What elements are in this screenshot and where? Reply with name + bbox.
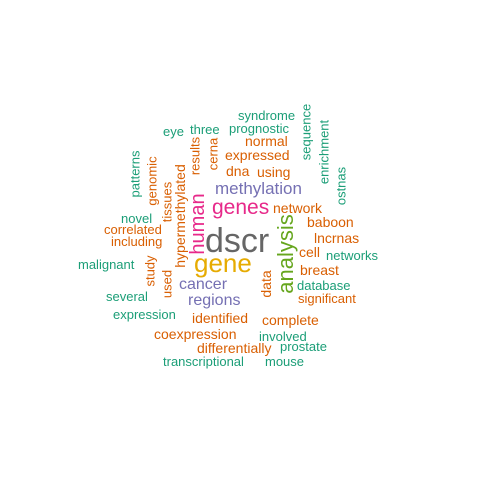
word-using: using — [257, 164, 291, 180]
word-breast: breast — [300, 262, 339, 278]
word-mouse: mouse — [265, 354, 305, 369]
word-prognostic: prognostic — [229, 121, 289, 136]
word-syndrome: syndrome — [238, 108, 296, 123]
word-involved: involved — [259, 329, 307, 344]
word-differentially: differentially — [197, 340, 272, 356]
word-patterns: patterns — [127, 150, 143, 198]
word-several: several — [106, 289, 148, 304]
word-complete: complete — [262, 312, 319, 328]
word-ostnas: ostnas — [333, 166, 349, 206]
word-regions: regions — [188, 292, 241, 309]
word-genes: genes — [212, 196, 270, 219]
word-eye: eye — [163, 124, 184, 139]
word-prostate: prostate — [280, 339, 327, 354]
word-gene: gene — [194, 248, 252, 278]
word-hypermethylated: hypermethylated — [172, 164, 188, 268]
word-dna: dna — [226, 163, 250, 179]
word-methylation: methylation — [215, 179, 302, 198]
word-human: human — [187, 193, 209, 255]
word-including: including — [111, 234, 163, 249]
word-novel: novel — [121, 211, 153, 226]
word-results: results — [187, 136, 203, 176]
word-expression: expression — [113, 307, 176, 322]
word-dscr: dscr — [205, 222, 270, 260]
word-three: three — [190, 122, 220, 137]
word-cell: cell — [299, 244, 321, 260]
word-network: network — [273, 200, 323, 216]
word-networks: networks — [326, 248, 379, 263]
word-transcriptional: transcriptional — [163, 354, 244, 369]
word-baboon: baboon — [307, 214, 354, 230]
word-significant: significant — [298, 291, 356, 306]
word-study: study — [142, 255, 158, 287]
word-correlated: correlated — [104, 222, 162, 237]
word-enrichment: enrichment — [316, 119, 332, 185]
word-sequence: sequence — [298, 103, 314, 161]
word-genomic: genomic — [144, 156, 160, 206]
word-used: used — [159, 269, 175, 299]
word-malignant: malignant — [78, 257, 135, 272]
word-cerna: cerna — [205, 137, 221, 171]
word-database: database — [297, 278, 351, 293]
word-expressed: expressed — [225, 147, 290, 163]
word-identified: identified — [192, 310, 249, 326]
word-analysis: analysis — [273, 214, 298, 294]
word-normal: normal — [245, 133, 288, 149]
word-tissues: tissues — [159, 181, 175, 223]
word-cancer: cancer — [179, 276, 228, 293]
word-lncrnas: lncrnas — [314, 230, 360, 246]
word-data: data — [258, 270, 274, 298]
word-coexpression: coexpression — [154, 326, 237, 342]
